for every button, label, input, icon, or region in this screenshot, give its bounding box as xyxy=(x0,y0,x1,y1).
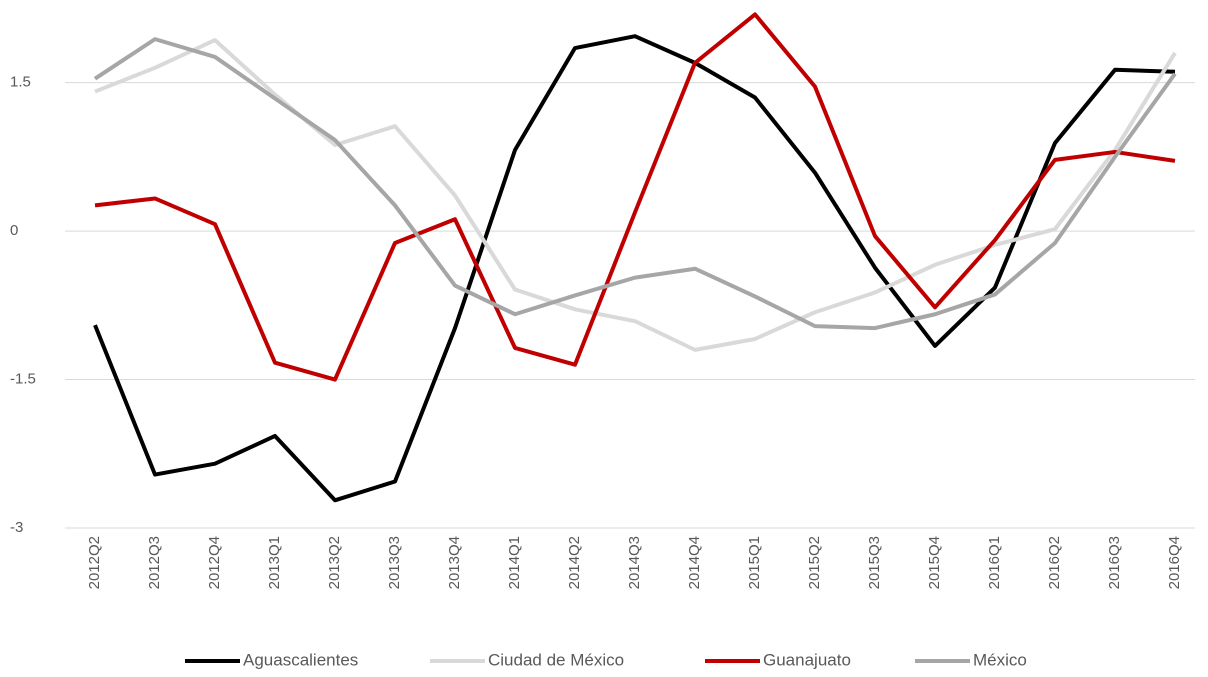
legend-label: Ciudad de México xyxy=(488,650,624,669)
x-tick-label: 2014Q2 xyxy=(566,536,583,589)
legend-label: Guanajuato xyxy=(763,650,851,669)
x-tick-label: 2016Q3 xyxy=(1106,536,1123,589)
x-tick-label: 2013Q2 xyxy=(326,536,343,589)
x-tick-label: 2012Q3 xyxy=(146,536,163,589)
x-tick-label: 2015Q3 xyxy=(866,536,883,589)
y-tick-label: 0 xyxy=(10,222,18,239)
series-line xyxy=(94,38,1177,352)
x-tick-label: 2015Q2 xyxy=(806,536,823,589)
y-tick-label: 1.5 xyxy=(10,74,31,91)
x-tick-label: 2016Q4 xyxy=(1166,536,1183,589)
x-tick-label: 2014Q4 xyxy=(686,536,703,589)
x-tick-label: 2012Q4 xyxy=(206,536,223,589)
x-tick-label: 2012Q2 xyxy=(86,536,103,589)
series-line xyxy=(93,34,1176,503)
x-tick-label: 2014Q3 xyxy=(626,536,643,589)
x-tick-label: 2013Q1 xyxy=(266,536,283,589)
y-tick-label: -3 xyxy=(10,519,23,536)
x-tick-label: 2015Q1 xyxy=(746,536,763,589)
x-tick-label: 2015Q4 xyxy=(926,536,943,589)
y-tick-label: -1.5 xyxy=(10,371,36,388)
legend-label: México xyxy=(973,650,1027,669)
x-tick-label: 2016Q2 xyxy=(1046,536,1063,589)
x-tick-label: 2013Q3 xyxy=(386,536,403,589)
series-line xyxy=(94,12,1176,382)
legend-label: Aguascalientes xyxy=(243,650,358,669)
x-tick-label: 2016Q1 xyxy=(986,536,1003,589)
series-line xyxy=(93,37,1177,331)
x-tick-label: 2013Q4 xyxy=(446,536,463,589)
x-tick-label: 2014Q1 xyxy=(506,536,523,589)
